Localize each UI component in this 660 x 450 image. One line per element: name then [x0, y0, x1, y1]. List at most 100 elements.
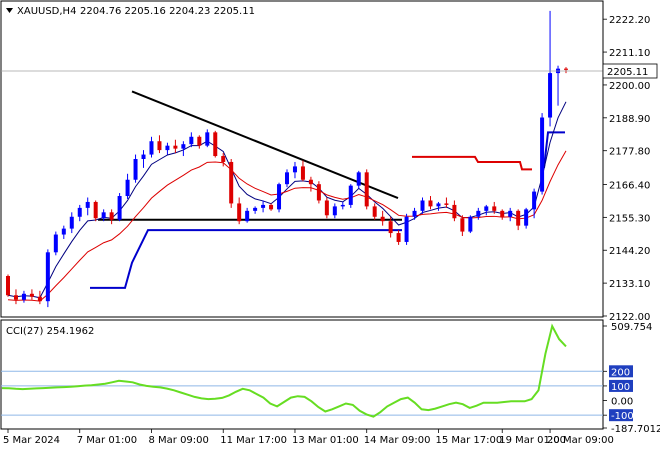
- candle: [253, 206, 258, 214]
- candle: [340, 201, 345, 210]
- candle-body: [564, 68, 568, 70]
- candle: [173, 139, 178, 154]
- candles-layer: [6, 10, 568, 308]
- candle-body: [237, 203, 242, 222]
- candle: [157, 135, 162, 154]
- candle: [93, 200, 98, 222]
- candle: [412, 207, 417, 220]
- candle: [420, 197, 425, 214]
- candle: [269, 203, 274, 211]
- support-line-layer: [90, 229, 402, 289]
- time-tick-label: 7 Mar 01:00: [77, 435, 137, 446]
- price-tick-label: 2188.90: [609, 114, 650, 125]
- candle: [21, 290, 26, 303]
- time-tick-label: 19 Mar 01:00: [499, 435, 566, 446]
- candle: [532, 188, 537, 219]
- candle: [245, 207, 250, 223]
- candle: [364, 169, 369, 210]
- cci-panel-border: [0, 319, 604, 430]
- candle: [181, 141, 186, 157]
- cci-level-box: [609, 409, 633, 422]
- candle-body: [109, 212, 114, 220]
- candle-body: [348, 185, 353, 205]
- candle-body: [277, 184, 282, 210]
- breakout-step-line: [543, 131, 565, 168]
- candle-body: [508, 210, 513, 217]
- candle: [205, 129, 210, 148]
- candle: [117, 193, 122, 222]
- support-step-line: [90, 229, 402, 289]
- price-axis: 2222.20 2211.10 2200.00 2188.90 2177.80 2166.…: [603, 15, 650, 323]
- candle: [45, 249, 50, 308]
- candle-body: [157, 141, 162, 151]
- cci-level-box: [609, 379, 633, 392]
- candle-body: [213, 132, 218, 157]
- time-tick-label: 8 Mar 09:00: [148, 435, 208, 446]
- candle: [6, 274, 10, 297]
- candle-body: [6, 276, 10, 296]
- time-tick-label: 20 Mar 09:00: [547, 435, 614, 446]
- candle: [13, 289, 18, 305]
- candle: [460, 215, 465, 237]
- candle: [197, 135, 202, 149]
- candle-body: [45, 252, 50, 302]
- candle: [564, 67, 568, 74]
- candle-body: [37, 296, 42, 302]
- price-tick-label: 2177.80: [609, 147, 650, 158]
- candle-body: [412, 210, 417, 217]
- candle: [492, 201, 497, 214]
- candle: [85, 197, 90, 216]
- candle-body: [253, 207, 258, 211]
- price-tick-label: 2222.20: [609, 15, 650, 26]
- time-tick-label: 15 Mar 17:00: [435, 435, 502, 446]
- candle: [61, 225, 66, 239]
- candle-body: [500, 210, 505, 217]
- candle-body: [356, 172, 361, 186]
- cci-tick-label: -187.7012: [611, 424, 660, 435]
- candle-body: [21, 293, 26, 300]
- candle-body: [532, 191, 537, 210]
- cci-series-line: [1, 323, 567, 418]
- resistance-step-line: [412, 155, 532, 171]
- candle-body: [117, 196, 122, 220]
- candle-body: [404, 216, 409, 242]
- candle-body: [13, 295, 18, 300]
- candle-body: [516, 210, 521, 226]
- candle: [277, 182, 282, 213]
- candle-body: [141, 154, 146, 159]
- candle: [261, 200, 266, 213]
- time-tick-label: 13 Mar 01:00: [292, 435, 359, 446]
- candle: [149, 136, 154, 158]
- trendline-layer: [98, 90, 565, 221]
- candle: [221, 153, 226, 167]
- candle-body: [101, 212, 106, 219]
- candle: [540, 113, 545, 195]
- price-tick-label: 2211.10: [609, 48, 650, 59]
- cci-tick-label: -100: [611, 411, 634, 422]
- candle: [37, 290, 42, 305]
- price-tick-label: 2144.20: [609, 246, 650, 257]
- time-tick-label: 11 Mar 17:00: [220, 435, 287, 446]
- candle-body: [85, 201, 90, 208]
- candle: [141, 150, 146, 168]
- symbol-label: XAUUSD,H4: [17, 6, 76, 17]
- candle-body: [316, 184, 321, 201]
- candle-body: [372, 206, 377, 217]
- descending-trendline: [131, 90, 399, 200]
- candle-body: [332, 206, 337, 216]
- price-tick-label: 2155.30: [609, 213, 650, 224]
- candle: [213, 130, 218, 158]
- candle-body: [229, 161, 234, 204]
- candle-body: [460, 218, 465, 232]
- candle: [436, 201, 441, 211]
- candle-body: [484, 206, 489, 211]
- candle: [396, 230, 401, 245]
- candle-body: [452, 204, 457, 219]
- triangle-down-icon[interactable]: [6, 8, 13, 13]
- cci-level-box: [609, 365, 633, 378]
- candle-body: [205, 132, 210, 146]
- candle-body: [364, 172, 369, 207]
- cci-tick-label: 200: [611, 367, 630, 378]
- ema-slow-line: [7, 150, 567, 302]
